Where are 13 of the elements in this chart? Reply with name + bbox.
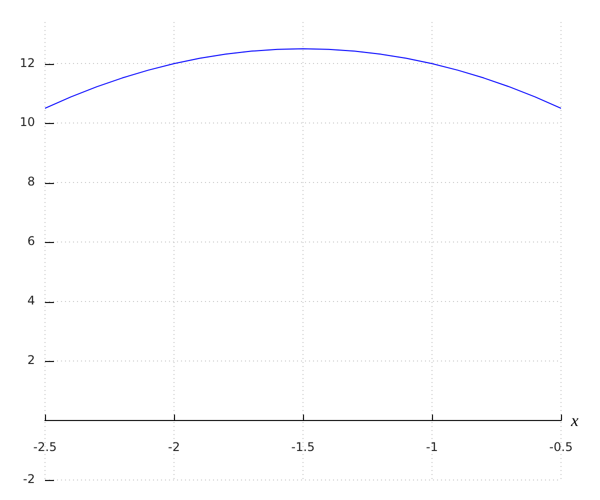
- y-tick-label: 6: [27, 234, 35, 248]
- x-tick-label: -1.5: [291, 440, 315, 454]
- y-tick-label: 2: [27, 353, 35, 368]
- y-tick-label: 4: [27, 294, 35, 308]
- x-tick-label: -2.5: [33, 440, 57, 454]
- y-tick-label: 12: [20, 56, 35, 70]
- y-tick-label: 8: [27, 174, 35, 189]
- x-tick-label: -1: [426, 440, 438, 454]
- x-axis-title: x: [570, 410, 579, 430]
- x-tick-label: -2: [168, 440, 180, 454]
- y-tick-label: 10: [20, 115, 35, 130]
- y-tick-label: -2: [23, 472, 35, 486]
- x-tick-label: -0.5: [549, 440, 573, 454]
